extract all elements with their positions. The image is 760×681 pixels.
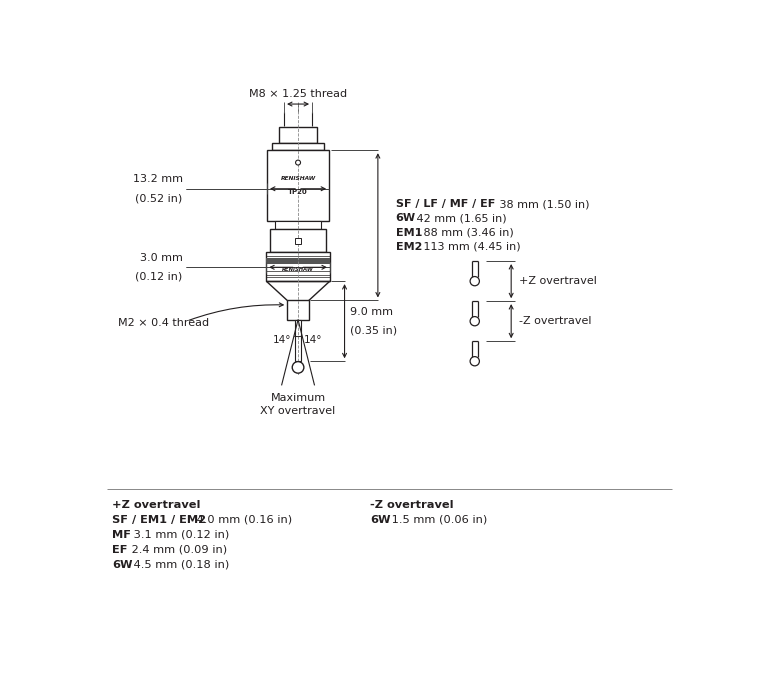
Bar <box>272 142 325 151</box>
Text: SF / EM1 / EM2: SF / EM1 / EM2 <box>112 515 206 525</box>
Circle shape <box>470 276 480 286</box>
Text: (0.12 in): (0.12 in) <box>135 272 182 282</box>
Text: RENISHAW: RENISHAW <box>282 267 314 272</box>
Circle shape <box>470 357 480 366</box>
Text: 1.5 mm (0.06 in): 1.5 mm (0.06 in) <box>388 515 487 525</box>
Text: 6W: 6W <box>396 213 416 223</box>
Text: RENISHAW: RENISHAW <box>280 176 315 181</box>
Text: 4.0 mm (0.16 in): 4.0 mm (0.16 in) <box>194 515 293 525</box>
Text: +Z overtravel: +Z overtravel <box>112 500 201 510</box>
Text: 6W: 6W <box>112 560 132 570</box>
Text: TP20: TP20 <box>288 189 308 195</box>
Text: EF: EF <box>112 545 128 555</box>
Text: MF: MF <box>112 530 131 540</box>
Bar <box>279 127 318 142</box>
Text: -Z overtravel: -Z overtravel <box>519 316 591 326</box>
Text: M8 × 1.25 thread: M8 × 1.25 thread <box>249 89 347 99</box>
Bar <box>295 238 301 244</box>
Text: 3.0 mm: 3.0 mm <box>140 253 182 263</box>
Bar <box>296 319 301 361</box>
Text: M2 × 0.4 thread: M2 × 0.4 thread <box>119 318 209 328</box>
Circle shape <box>293 362 304 373</box>
Bar <box>270 229 326 252</box>
Text: 38 mm (1.50 in): 38 mm (1.50 in) <box>496 199 590 209</box>
Bar <box>266 261 330 264</box>
Bar <box>267 151 329 221</box>
Text: -Z overtravel: -Z overtravel <box>370 500 454 510</box>
Text: EM2: EM2 <box>396 242 422 252</box>
Text: 6W: 6W <box>370 515 391 525</box>
Circle shape <box>296 160 300 165</box>
Bar <box>266 258 330 261</box>
Text: 2.4 mm (0.09 in): 2.4 mm (0.09 in) <box>128 545 226 555</box>
Text: 3.1 mm (0.12 in): 3.1 mm (0.12 in) <box>130 530 229 540</box>
Text: EM1: EM1 <box>396 227 422 238</box>
Text: 4.5 mm (0.18 in): 4.5 mm (0.18 in) <box>130 560 229 570</box>
Text: (0.35 in): (0.35 in) <box>350 325 397 335</box>
Text: 9.0 mm: 9.0 mm <box>350 307 393 317</box>
Text: +Z overtravel: +Z overtravel <box>519 276 597 286</box>
Text: 88 mm (3.46 in): 88 mm (3.46 in) <box>420 227 515 238</box>
Circle shape <box>470 317 480 326</box>
Text: 13.2 mm: 13.2 mm <box>132 174 182 184</box>
Text: 14°: 14° <box>274 336 292 345</box>
Text: 14°: 14° <box>304 336 323 345</box>
Text: Maximum: Maximum <box>271 393 325 403</box>
Text: SF / LF / MF / EF: SF / LF / MF / EF <box>396 199 495 209</box>
Text: XY overtravel: XY overtravel <box>261 406 336 416</box>
Bar <box>266 252 330 281</box>
Text: 42 mm (1.65 in): 42 mm (1.65 in) <box>413 213 506 223</box>
Bar <box>287 300 309 319</box>
Text: 113 mm (4.45 in): 113 mm (4.45 in) <box>420 242 521 252</box>
Text: (0.52 in): (0.52 in) <box>135 193 182 204</box>
Bar <box>275 221 321 229</box>
